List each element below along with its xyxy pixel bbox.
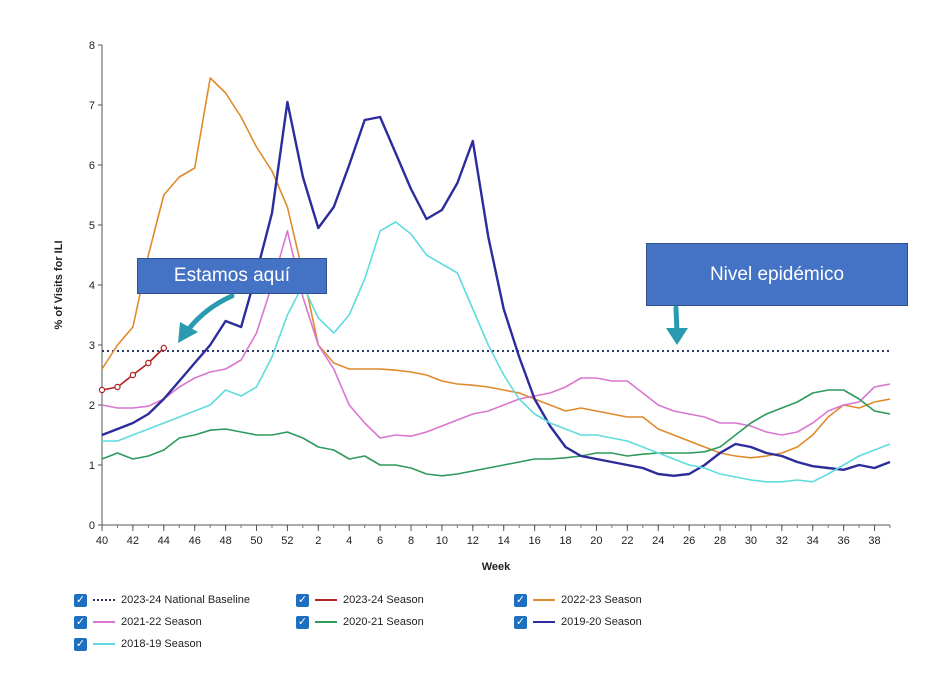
series-line-2019-20-season [101,100,891,477]
y-tick-label-5: 5 [89,220,95,232]
x-tick-label-6: 6 [377,535,383,547]
x-tick-label-20: 20 [590,535,602,547]
x-tick-label-10: 10 [436,535,448,547]
checkbox-checked-icon[interactable]: ✓ [74,593,87,607]
x-tick-label-50: 50 [250,535,262,547]
series-line-2018-19-season [102,221,891,483]
legend-item-2018-19-season[interactable]: ✓ 2018-19 Season [74,634,202,654]
estamos-arrow-shaft [185,293,235,333]
x-tick-label-14: 14 [498,535,510,547]
checkbox-checked-icon[interactable]: ✓ [514,615,527,629]
chart-legend: ✓ 2023-24 National Baseline ✓ 2023-24 Seaso… [74,590,714,656]
checkbox-checked-icon[interactable]: ✓ [296,615,309,629]
checkbox-checked-icon[interactable]: ✓ [74,637,87,651]
x-tick-label-30: 30 [745,535,757,547]
nivel-arrow-head [666,328,688,345]
x-tick-label-28: 28 [714,535,726,547]
series-point-2023-24-season-0 [98,386,106,394]
x-tick-label-42: 42 [127,535,139,547]
legend-item-2020-21-season[interactable]: ✓ 2020-21 Season [296,612,424,632]
x-tick-label-46: 46 [189,535,201,547]
legend-label: 2023-24 Season [343,594,424,606]
estamos-aqui-callout: Estamos aquí [137,258,327,294]
series-line-2020-21-season [101,389,891,477]
series-line-2022-23-season [101,77,891,459]
legend-label: 2023-24 National Baseline [121,594,251,606]
legend-item-2019-20-season[interactable]: ✓ 2019-20 Season [514,612,642,632]
legend-swatch [93,599,115,601]
legend-swatch [315,599,337,601]
y-tick-label-2: 2 [89,400,95,412]
x-tick-label-40: 40 [96,535,108,547]
legend-swatch [533,621,555,623]
x-tick-label-38: 38 [868,535,880,547]
y-tick-label-0: 0 [89,520,95,532]
legend-swatch [533,599,555,601]
series-point-2023-24-season-4 [160,344,168,352]
x-tick-label-44: 44 [158,535,170,547]
x-tick-label-16: 16 [529,535,541,547]
x-axis-title: Week [482,561,511,573]
series-layer [98,77,891,483]
x-tick-label-12: 12 [467,535,479,547]
legend-label: 2021-22 Season [121,616,202,628]
legend-swatch [93,643,115,645]
series-line-2021-22-season [101,230,891,439]
y-tick-label-3: 3 [89,340,95,352]
x-tick-label-2: 2 [315,535,321,547]
annotation-arrows [178,293,688,345]
y-tick-label-6: 6 [89,160,95,172]
checkbox-checked-icon[interactable]: ✓ [296,593,309,607]
x-tick-label-22: 22 [621,535,633,547]
y-axis-title: % of Visits for ILI [53,240,65,329]
x-tick-label-48: 48 [219,535,231,547]
legend-item-2023-24-national-baseline[interactable]: ✓ 2023-24 National Baseline [74,590,250,610]
x-tick-label-32: 32 [776,535,788,547]
x-tick-label-52: 52 [281,535,293,547]
y-tick-label-8: 8 [89,40,95,52]
y-tick-label-4: 4 [89,280,95,292]
x-tick-label-26: 26 [683,535,695,547]
series-point-2023-24-season-3 [145,359,152,367]
legend-swatch [93,621,115,623]
series-point-2023-24-season-2 [129,371,137,379]
legend-label: 2022-23 Season [561,594,642,606]
checkbox-checked-icon[interactable]: ✓ [514,593,527,607]
nivel-epidemico-text: Nivel epidémico [709,263,845,285]
x-tick-label-24: 24 [652,535,664,547]
legend-item-2021-22-season[interactable]: ✓ 2021-22 Season [74,612,202,632]
x-tick-label-36: 36 [838,535,850,547]
x-tick-label-34: 34 [807,535,819,547]
series-point-2023-24-season-1 [114,383,121,391]
nivel-epidemico-callout: Nivel epidémico [646,243,908,306]
estamos-arrow-head [178,322,198,343]
x-tick-label-8: 8 [408,535,414,547]
legend-item-2022-23-season[interactable]: ✓ 2022-23 Season [514,590,642,610]
legend-label: 2018-19 Season [121,638,202,650]
x-tick-label-18: 18 [559,535,571,547]
checkbox-checked-icon[interactable]: ✓ [74,615,87,629]
legend-label: 2020-21 Season [343,616,424,628]
y-tick-label-1: 1 [89,460,95,472]
y-tick-label-7: 7 [89,100,95,112]
legend-item-2023-24-season[interactable]: ✓ 2023-24 Season [296,590,424,610]
legend-swatch [315,621,337,623]
x-tick-label-4: 4 [346,535,352,547]
legend-label: 2019-20 Season [561,616,642,628]
estamos-aqui-text: Estamos aquí [173,265,291,286]
